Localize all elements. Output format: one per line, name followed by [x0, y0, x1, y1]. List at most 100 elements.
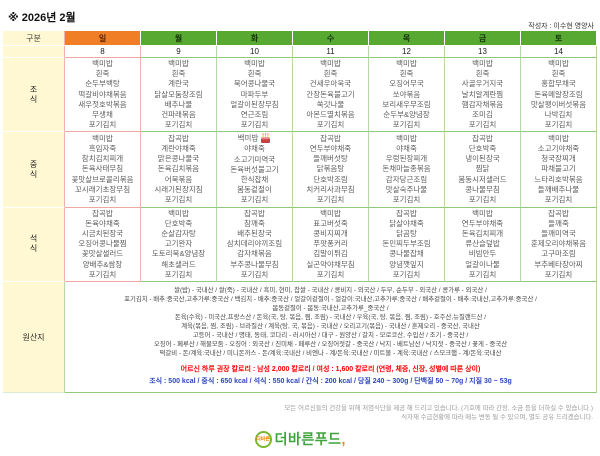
menu-item: 포기김치: [392, 269, 421, 279]
menu-cell: 잡곡밥 단호박죽 냉이된장국 찜닭 봄동시저샐러드 콩나물무침 포기김치: [445, 132, 521, 208]
menu-item: 감자당근조림: [385, 174, 428, 184]
date-cell: 12: [369, 46, 445, 58]
footnote-menu-change: 식자재 수급현황에 따라 메뉴 변동 될 수 있으며, 별도 공유 드리겠습니다…: [401, 414, 593, 421]
day-header-5: 목: [369, 31, 445, 46]
menu-item: 백미밥: [217, 133, 292, 144]
menu-item: 연두부야채죽: [309, 144, 352, 154]
menu-item: 닭볶음탕: [316, 164, 345, 174]
menu-item: 보리새우무조림: [382, 99, 431, 109]
menu-item: 흰죽: [247, 69, 262, 79]
origin-line: 봄동겉절이 - 봄동:국내산,고추가루_중국산 /: [272, 305, 389, 313]
menu-item: 포기김치: [240, 195, 269, 205]
menu-item: 흰죽: [475, 69, 490, 79]
menu-item: 순두부백탕: [85, 79, 120, 89]
menu-item: 닭살모둠장조림: [154, 89, 203, 99]
menu-item: 콩비지찌개: [313, 229, 348, 239]
menu-item: 백미밥: [168, 208, 189, 218]
menu-item: 아몬드멸치볶음: [306, 110, 355, 120]
menu-item: 포기김치: [468, 195, 497, 205]
menu-cell: 백미밥 야채죽 소고기미역국 돈육버섯불고기 한식잡채 봄동겉절이 포기김치: [217, 132, 293, 208]
menu-item: 잡곡밥: [396, 208, 417, 218]
menu-item: 돈민찌두부조림: [382, 239, 431, 249]
menu-item: 소고기미역국: [233, 154, 276, 164]
menu-cell: 백미밥 단호박죽 순살감자탕 고기완자 도토리묵&양념장 해초샐러드 포기김치: [141, 207, 217, 283]
menu-item: 흑임자죽: [88, 144, 117, 154]
menu-item: 잡곡밥: [92, 208, 113, 218]
menu-item: 얼갈이나물: [465, 259, 500, 269]
menu-item: 참치김치찌개: [81, 154, 124, 164]
menu-item: 백미밥: [320, 208, 341, 218]
menu-cell: 백미밥 흰죽 오징어무국 쏘야볶음 보리새우무조림 순두부&양념장 포기김치: [369, 58, 445, 133]
menu-item: 잡곡밥: [548, 208, 569, 218]
menu-item: 잡곡밥: [168, 133, 189, 143]
menu-item: 조미김: [472, 110, 493, 120]
day-header-3: 화: [217, 31, 293, 46]
menu-item: 어묵볶음: [164, 174, 193, 184]
menu-item: 돈채마늘종볶음: [382, 164, 431, 174]
menu-item: 흰죽: [399, 69, 414, 79]
menu-item: 무생채: [92, 110, 113, 120]
dates-row: 8 9 10 11 12 13 14: [3, 46, 597, 58]
menu-item: 백미밥: [244, 59, 265, 68]
menu-item: 포기김치: [88, 195, 117, 205]
menu-item: 백미밥: [168, 59, 189, 68]
menu-item: 흰죽: [95, 69, 110, 79]
menu-item: 꽃맛살브로콜리볶음: [71, 174, 134, 184]
menu-item: 백미밥: [548, 133, 569, 143]
menu-item: 돈육야채죽: [85, 218, 120, 228]
origin-row: 원산지 쌀(밥) - 국내산 / 쌀(죽) - 국내산 / 흑미, 현미, 찹쌀…: [3, 282, 597, 394]
footnotes: 모든 어르신들의 건강을 위해 저염식단을 제공 해 드리고 있습니다. (기호…: [285, 404, 593, 422]
menu-item: 백미밥: [396, 133, 417, 143]
menu-item: 연두부야채죽: [461, 218, 504, 228]
menu-item: 간장돈육불고기: [306, 89, 355, 99]
origin-line: 오징어 - 페루산 / 해물모둠 - 오징어 : 외국산 / 진미채 - 페루산…: [153, 341, 508, 349]
menu-cell: 잡곡밥 돈육야채죽 시금치된장국 오징어콩나물찜 꽃맛살샐러드 양배추&쌈장 포기김치: [65, 207, 141, 283]
menu-item: 부추베타장아찌: [534, 259, 583, 269]
menu-item: 맑은콩나물국: [157, 154, 200, 164]
menu-item: 배추나물: [164, 99, 193, 109]
menu-item: 청국장찌개: [541, 154, 576, 164]
menu-item: 새우젓호박볶음: [78, 99, 127, 109]
origin-line: 포기김치 - 배추:중국산,고추가루:중국산 / 백김치 - 배추:중국산 / …: [124, 296, 537, 304]
menu-cell: 백미밥 흑임자죽 참치김치찌개 돈육사태무침 꽃맛살브로콜리볶음 꼬시래기초장무침 포기김치: [65, 132, 141, 208]
corner-label: 구분: [3, 31, 65, 46]
menu-item: 포기김치: [544, 269, 573, 279]
menu-cell: 백미밥 흰죽 북어콩나물국 마파두부 얼갈이된장무침 연근조림 포기김치: [217, 58, 293, 133]
origin-line: 계육(볶음, 찜, 조림) - 브라질산 / 계육(탕, 국, 볶음) - 국내…: [181, 323, 480, 331]
menu-item: 찜닭: [475, 164, 490, 174]
day-header-6: 금: [445, 31, 521, 46]
menu-cell: 잡곡밥 계란야채죽 맑은콩나물국 돈육김치볶음 어묵볶음 시래기된장지짐 포기김치: [141, 132, 217, 208]
menu-item: 꼬시래기초장무침: [74, 184, 131, 194]
menu-item: 류산슬덮밥: [465, 239, 500, 249]
menu-item: 포기김치: [164, 269, 193, 279]
menu-item: 잡곡밥: [472, 133, 493, 143]
menu-item: 김말이튀김: [313, 249, 348, 259]
menu-item: 느타리호박볶음: [534, 174, 583, 184]
menu-item: 포기김치: [468, 120, 497, 130]
menu-item: 야채죽: [244, 144, 265, 154]
menu-item: 맛살숙주나물: [385, 184, 428, 194]
menu-item: 흰죽: [551, 69, 566, 79]
menu-item: 포기김치: [88, 269, 117, 279]
menu-item: 한식잡채: [240, 175, 269, 185]
menu-item: 콩나물무침: [465, 184, 500, 194]
menu-item: 꽃맛살샐러드: [81, 249, 124, 259]
menu-item: 마파두부: [240, 89, 269, 99]
menu-item: 포기김치: [88, 120, 117, 130]
menu-item: 양배추&쌈장: [82, 259, 123, 269]
meal-row: 조 식 백미밥 흰죽 순두부백탕 떡갈비야채볶음 새우젓호박볶음 무생채 포기김치 백미밥 흰죽 계란…: [3, 58, 597, 133]
menu-cell: 백미밥 흰죽 건새우아욱국 간장돈육불고기 쑥갓나물 아몬드멸치볶음 포기김치: [293, 58, 369, 133]
menu-item: 나박김치: [544, 110, 573, 120]
menu-item: 돈육김치볶음: [157, 164, 200, 174]
date-cell: 10: [217, 46, 293, 58]
menu-item: 우렁된장찌개: [385, 154, 428, 164]
menu-cell: 잡곡밥 들깨죽 들깨미역국 훈제오리야채볶음 고구마조림 부추베타장아찌 포기김치: [521, 207, 597, 283]
menu-item: 돈육메알장조림: [534, 89, 583, 99]
menu-item: 백미밥: [320, 59, 341, 68]
menu-item: 부추콩나물무침: [230, 259, 279, 269]
menu-item: 날치알계란찜: [461, 89, 504, 99]
brand-logo-icon-text: 더바른: [256, 436, 270, 443]
menu-cell: 잡곡밥 참깨죽 배추된장국 삼치데리야끼조림 감자채볶음 부추콩나물무침 포기김치: [217, 207, 293, 283]
